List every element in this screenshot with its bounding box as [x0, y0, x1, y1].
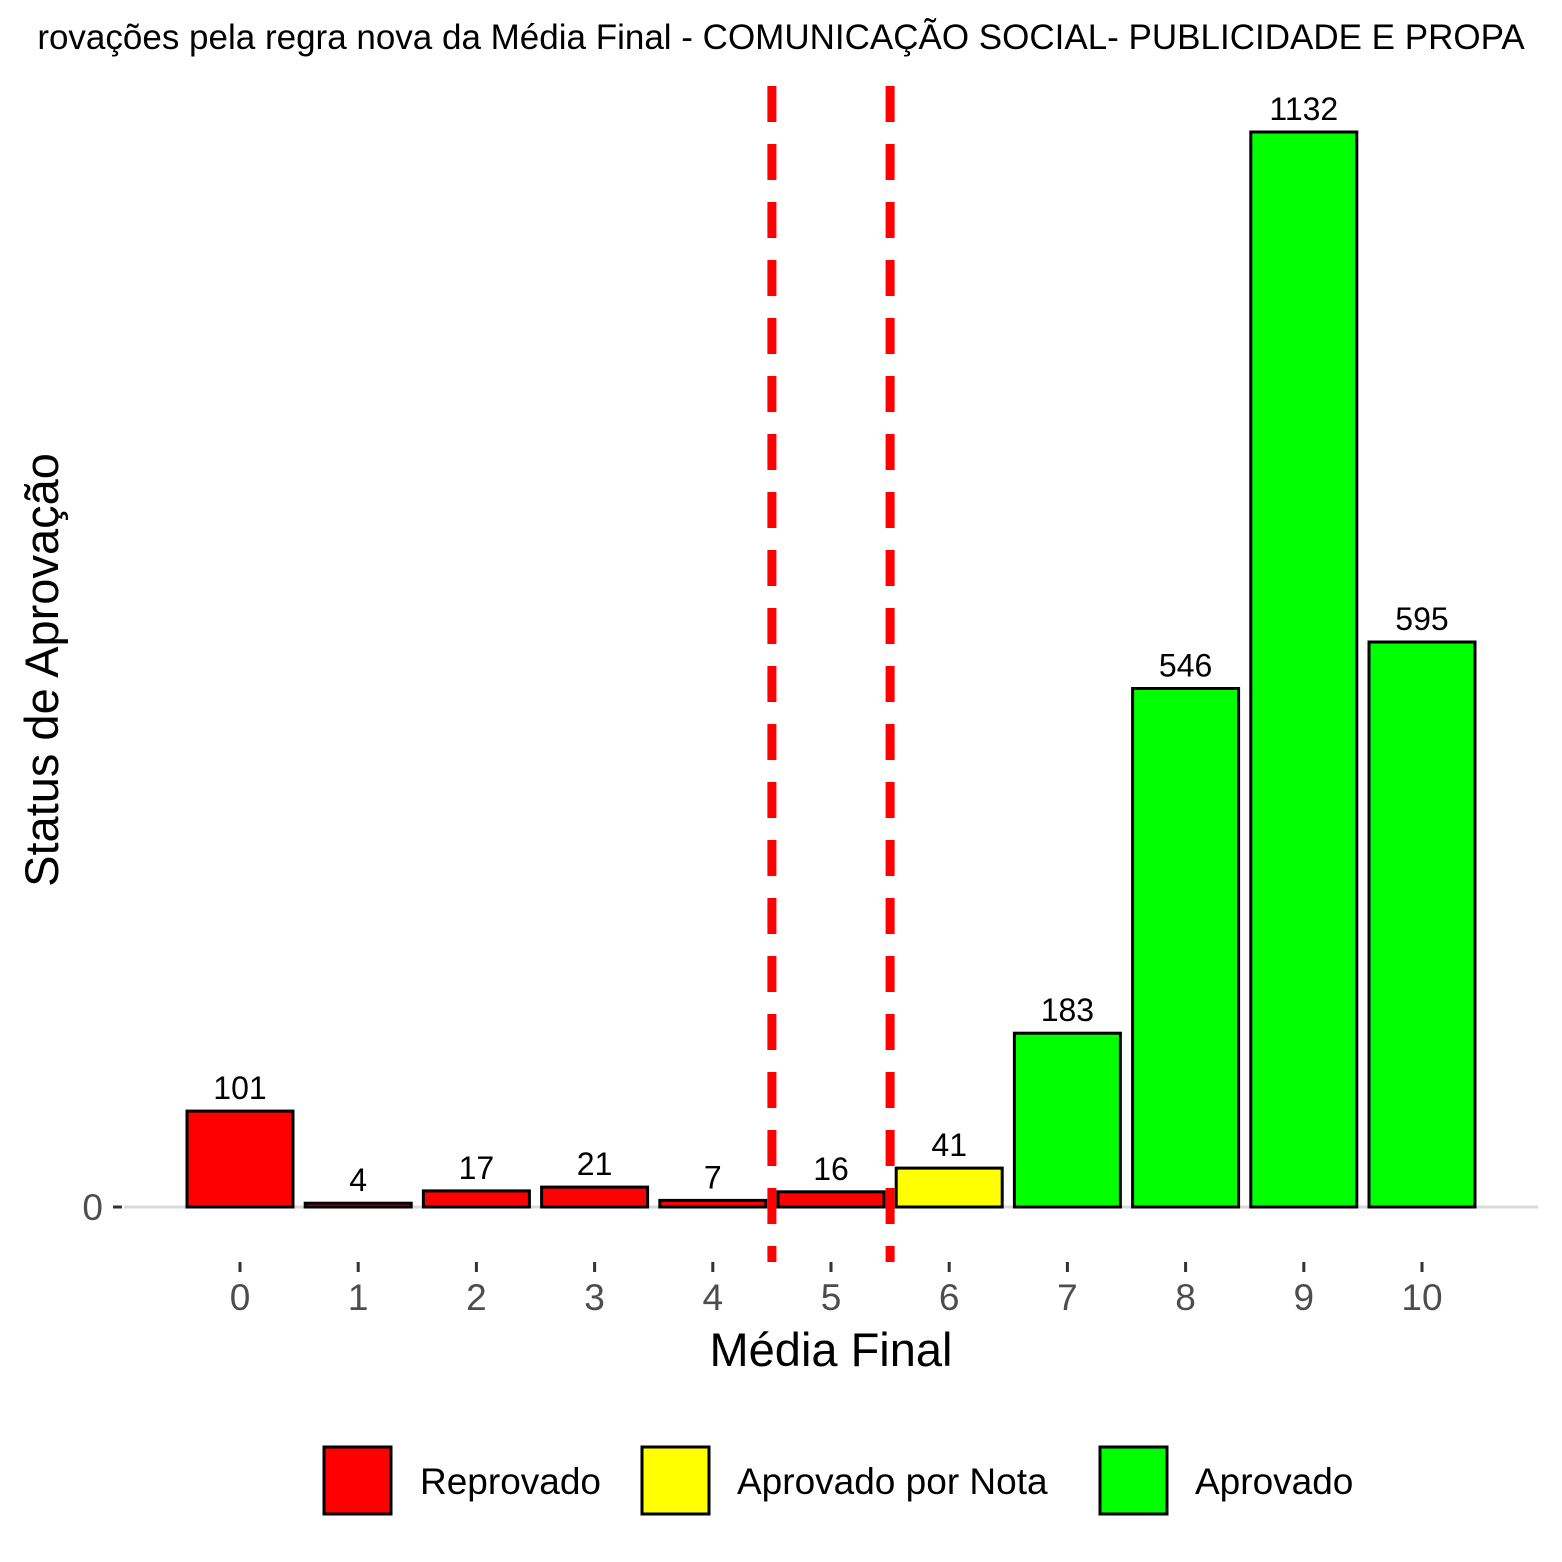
- x-axis-ticks: 0 1 2 3 4 5 6 7 8 9 10: [230, 1262, 1443, 1318]
- x-tick-label-0: 0: [230, 1277, 251, 1318]
- x-tick-label-8: 8: [1175, 1277, 1196, 1318]
- chart-title: rovações pela regra nova da Média Final …: [37, 18, 1525, 57]
- legend: Reprovado Aprovado por Nota Aprovado: [322, 1445, 1353, 1516]
- legend-swatch-reprovado: [322, 1445, 393, 1516]
- reference-lines: [767, 86, 895, 1262]
- bar-label-2: 17: [459, 1150, 495, 1186]
- bar-labels: 101 4 17 21 7 16 41 183 546 1132 595: [213, 91, 1448, 1198]
- bar-0: [185, 1109, 295, 1209]
- x-tick-label-4: 4: [703, 1277, 724, 1318]
- x-tick-label-1: 1: [348, 1277, 369, 1318]
- bar-label-8: 546: [1159, 648, 1212, 684]
- legend-label-aprovado-por-nota: Aprovado por Nota: [737, 1461, 1048, 1502]
- bar-1: [303, 1201, 413, 1209]
- bar-5: [776, 1190, 886, 1209]
- bar-9: [1249, 130, 1359, 1209]
- x-tick-label-7: 7: [1057, 1277, 1078, 1318]
- y-axis-title: Status de Aprovação: [15, 453, 68, 887]
- legend-swatch-aprovado-por-nota: [640, 1445, 711, 1516]
- legend-label-reprovado: Reprovado: [420, 1461, 601, 1502]
- bar-3: [540, 1185, 650, 1209]
- bar-label-9: 1132: [1269, 91, 1338, 127]
- bar-6: [894, 1166, 1004, 1209]
- y-tick-label-0: 0: [82, 1187, 103, 1228]
- bar-label-1: 4: [349, 1162, 367, 1198]
- x-tick-label-3: 3: [584, 1277, 605, 1318]
- x-tick-label-5: 5: [821, 1277, 842, 1318]
- x-axis-title: Média Final: [710, 1323, 953, 1376]
- bars: [185, 130, 1477, 1209]
- bar-label-6: 41: [931, 1127, 967, 1163]
- bar-7: [1012, 1031, 1122, 1209]
- bar-4: [658, 1198, 768, 1209]
- bar-label-0: 101: [213, 1070, 266, 1106]
- x-tick-label-2: 2: [466, 1277, 487, 1318]
- bar-label-5: 16: [813, 1151, 849, 1187]
- bar-label-10: 595: [1395, 601, 1448, 637]
- x-tick-label-10: 10: [1401, 1277, 1442, 1318]
- bar-8: [1131, 687, 1241, 1209]
- legend-swatch-aprovado: [1098, 1445, 1169, 1516]
- bar-label-3: 21: [577, 1146, 613, 1182]
- legend-label-aprovado: Aprovado: [1195, 1461, 1353, 1502]
- bar-2: [421, 1189, 531, 1209]
- bar-10: [1367, 640, 1477, 1209]
- x-tick-label-9: 9: [1294, 1277, 1315, 1318]
- bar-label-4: 7: [704, 1159, 722, 1195]
- bar-label-7: 183: [1041, 992, 1094, 1028]
- x-tick-label-6: 6: [939, 1277, 960, 1318]
